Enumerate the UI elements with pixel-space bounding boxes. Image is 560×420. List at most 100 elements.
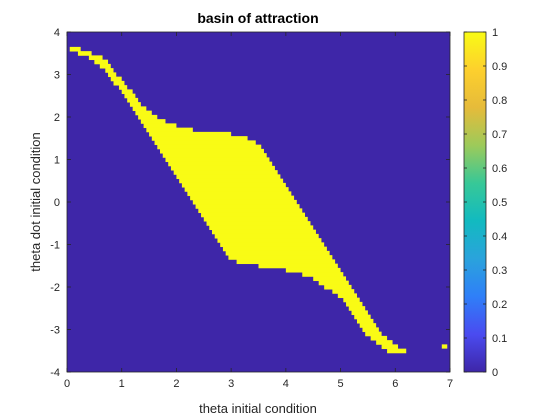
heatmap-cell-row [105,68,114,73]
colorbar-tick-label: 0.6 [492,163,507,175]
heatmap-cell-row [376,340,393,345]
heatmap-cell-row [195,204,300,209]
heatmap-cell-row [222,246,327,252]
heatmap-cell-row [154,140,256,146]
heatmap-cell-row [192,199,297,205]
heatmap-cell-row [214,233,319,239]
heatmap-cell-row [324,284,352,290]
heatmap-cell-row [356,318,374,324]
x-tick-label: 6 [392,378,398,390]
heatmap-cell-row [228,255,333,260]
colorbar-tick-label: 0.1 [492,333,507,345]
y-tick-label: 3 [54,70,60,82]
heatmap-cell-row [108,72,117,78]
heatmap-cell-row [198,208,303,214]
heatmap-cell-row [138,114,158,120]
colorbar-tick-label: 0.5 [492,197,507,209]
heatmap-cell-row [181,182,286,188]
x-tick-label: 7 [447,378,453,390]
heatmap-cell-row [354,314,371,320]
heatmap-cell-row [351,310,368,316]
colorbar-tick-label: 0.9 [492,61,507,73]
heatmap-cell-row [318,280,349,286]
colorbar-tick-label: 0.7 [492,129,507,141]
colorbar [463,31,487,373]
heatmap-cell-row [157,144,262,150]
y-tick-label: -4 [50,367,60,379]
heatmap-cell-row [165,157,270,163]
heatmap-cell-row [346,301,363,307]
heatmap-cell-row [124,93,136,99]
heatmap-cell-row [220,242,325,248]
x-tick-label: 5 [338,378,344,390]
heatmap-cell-row [190,195,295,201]
heatmap-cell-row [135,110,152,116]
heatmap-cell-row [132,106,147,112]
heatmap-cell-isolated [441,344,448,349]
heatmap-cell-row [143,123,177,129]
heatmap-cell-row [209,225,314,231]
y-tick-label: -3 [50,325,60,337]
heatmap-cell-row [69,46,81,52]
heatmap-cell-row [201,212,306,218]
heatmap-cell-row [206,221,311,226]
heatmap-cell-row [170,165,275,171]
heatmap-cell-row [365,331,382,337]
heatmap-cell-row [140,119,166,124]
colorbar-tick-label: 0.8 [492,95,507,107]
y-tick-label: 2 [54,112,60,124]
heatmap-cell-row [332,289,355,294]
y-axis-label: theta dot initial condition [28,132,43,271]
heatmap-cell-row [110,76,122,82]
colorbar-tick-label: 0.2 [492,299,507,311]
heatmap-cell-row [285,267,341,273]
x-tick-label: 3 [228,378,234,390]
heatmap-cell-row [176,174,281,180]
x-axis-label: theta initial condition [199,401,317,416]
heatmap-cell-row [203,216,308,222]
heatmap-cell-row [337,293,357,299]
heatmap-cell-row [302,272,344,277]
heatmap-cell-row [187,191,292,197]
heatmap-cell-row [313,276,347,282]
colorbar-tick-label: 1 [492,27,498,39]
y-tick-label: -1 [50,240,60,252]
heatmap-cell-row [99,63,111,69]
heatmap-cell-row [184,187,289,192]
heatmap-cell-row [359,323,377,328]
heatmap-cell-row [343,297,360,303]
heatmap-cell-row [127,97,139,103]
heatmap-cells [69,46,448,354]
heatmap-cell-row [362,327,379,333]
y-tick-label: -2 [50,282,60,294]
y-axis-ticks: -4 -3 -2 -1 0 1 2 3 4 [50,27,450,379]
heatmap-cell-row [162,153,267,158]
heatmap-cell-row [173,170,278,175]
heatmap-cell-row [370,335,388,341]
x-tick-label: 2 [173,378,179,390]
heatmap-cell-row [217,238,322,243]
x-tick-label: 0 [64,378,70,390]
heatmap-cell-row [151,136,248,141]
heatmap-cell-row [211,229,316,235]
heatmap-cell-row [160,148,264,154]
heatmap-cell-row [387,348,407,354]
heatmap-cell-row [77,51,92,56]
heatmap-cell-row [236,259,336,265]
colorbar-tick-label: 0 [492,367,498,379]
x-tick-label: 4 [283,378,289,390]
heatmap-cell-row [121,89,133,95]
colorbar-tick-label: 0.3 [492,265,507,277]
heatmap-cell-row [258,263,338,269]
y-tick-label: 1 [54,155,60,167]
heatmap-cell-row [168,161,273,167]
heatmap-cell-row [348,306,366,311]
x-tick-label: 1 [119,378,125,390]
heatmap-cell-row [381,344,399,350]
heatmap-cell-row [225,250,330,256]
heatmap-cell-row [113,80,125,86]
heatmap-cell-row [129,102,141,107]
x-axis-ticks: 0 1 2 3 4 5 6 7 [64,32,453,390]
y-tick-label: 0 [54,197,60,209]
colorbar-tick-label: 0.4 [492,231,507,243]
